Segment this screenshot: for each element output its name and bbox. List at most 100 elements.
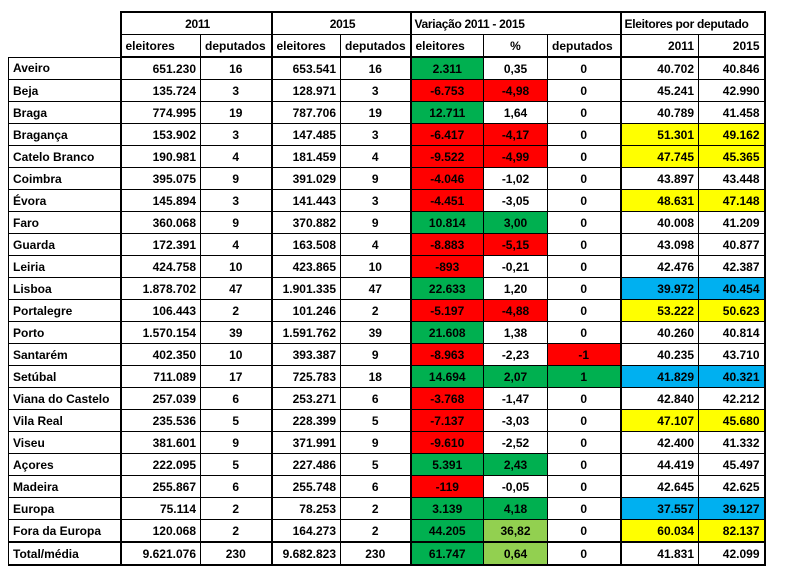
cell: 2: [200, 497, 272, 520]
cell: 42.840: [619, 387, 699, 410]
table-row: Europa 75.114 2 78.253 2 3.139 4,18 0 37.557 39.1…: [8, 497, 766, 520]
cell: 0: [547, 497, 621, 520]
cell: -8.883: [409, 233, 484, 256]
cell: -6.417: [409, 123, 484, 146]
cell: 44.205: [409, 519, 484, 543]
cell: 40.454: [698, 277, 766, 300]
cell: 47: [340, 277, 411, 300]
cell: 43.897: [619, 167, 699, 190]
row-label: Porto: [8, 321, 121, 344]
cell: 42.400: [619, 431, 699, 454]
cell: 18: [340, 365, 411, 388]
cell: 40.789: [619, 101, 699, 124]
row-label: Portalegre: [8, 299, 121, 322]
cell: -5,15: [483, 233, 548, 256]
cell: 4: [340, 233, 411, 256]
cell: 2.311: [409, 56, 484, 80]
cell: 423.865: [270, 255, 341, 278]
cell: 16: [200, 56, 272, 80]
cell: 0: [547, 145, 621, 168]
cell: 0: [547, 519, 621, 543]
cell: 725.783: [270, 365, 341, 388]
cell: 711.089: [119, 365, 201, 388]
cell: 75.114: [119, 497, 201, 520]
cell: 41.332: [698, 431, 766, 454]
table-body: Aveiro 651.230 16 653.541 16 2.311 0,35 0 40.702…: [8, 56, 766, 566]
cell: 40.321: [698, 365, 766, 388]
cell: 78.253: [270, 497, 341, 520]
column-header: 2015: [698, 34, 766, 58]
cell: 40.846: [698, 56, 766, 80]
cell: -2,52: [483, 431, 548, 454]
cell: 370.882: [270, 211, 341, 234]
row-label: Aveiro: [8, 56, 121, 80]
group-header-row: 2011 2015 Variação 2011 - 2015 Eleitores po…: [8, 11, 766, 35]
cell: 10: [200, 255, 272, 278]
cell: 39.972: [619, 277, 699, 300]
cell: 1.591.762: [270, 321, 341, 344]
column-header: eleitores: [119, 34, 201, 58]
cell: 37.557: [619, 497, 699, 520]
cell: 9.621.076: [119, 541, 201, 566]
cell: 0,64: [483, 541, 548, 566]
cell: 51.301: [619, 123, 699, 146]
cell: 0: [547, 541, 621, 566]
cell: 3: [200, 123, 272, 146]
row-label: Guarda: [8, 233, 121, 256]
cell: 1.878.702: [119, 277, 201, 300]
cell: 44.419: [619, 453, 699, 476]
cell: 47.148: [698, 189, 766, 212]
cell: 42.476: [619, 255, 699, 278]
cell: 42.990: [698, 79, 766, 102]
cell: 40.814: [698, 321, 766, 344]
row-label: Viana do Castelo: [8, 387, 121, 410]
cell: 255.748: [270, 475, 341, 498]
cell: -4,17: [483, 123, 548, 146]
cell: 5: [340, 409, 411, 432]
cell: 19: [340, 101, 411, 124]
cell: 653.541: [270, 56, 341, 80]
cell: 39: [200, 321, 272, 344]
cell: 9: [340, 431, 411, 454]
cell: 1,20: [483, 277, 548, 300]
cell: 43.710: [698, 343, 766, 366]
cell: 36,82: [483, 519, 548, 543]
cell: 128.971: [270, 79, 341, 102]
row-label: Total/média: [8, 541, 121, 566]
cell: 4: [340, 145, 411, 168]
cell: 2: [340, 299, 411, 322]
cell: 0: [547, 277, 621, 300]
cell: -4,88: [483, 299, 548, 322]
cell: 42.212: [698, 387, 766, 410]
table-row: Madeira 255.867 6 255.748 6 -119 -0,05 0 42.645 4…: [8, 475, 766, 498]
table-header: 2011 2015 Variação 2011 - 2015 Eleitores po…: [8, 11, 766, 58]
table-row: Braga 774.995 19 787.706 19 12.711 1,64 0 40.789…: [8, 101, 766, 124]
cell: 40.008: [619, 211, 699, 234]
cell: 47: [200, 277, 272, 300]
cell: 16: [340, 56, 411, 80]
cell: 41.209: [698, 211, 766, 234]
cell: 6: [340, 387, 411, 410]
cell: 3: [200, 189, 272, 212]
cell: 48.631: [619, 189, 699, 212]
cell: 106.443: [119, 299, 201, 322]
cell: 3: [200, 79, 272, 102]
table-row: Guarda 172.391 4 163.508 4 -8.883 -5,15 0 43.098…: [8, 233, 766, 256]
cell: 9: [200, 431, 272, 454]
cell: -9.522: [409, 145, 484, 168]
cell: 53.222: [619, 299, 699, 322]
row-label: Coimbra: [8, 167, 121, 190]
cell: 257.039: [119, 387, 201, 410]
cell: 145.894: [119, 189, 201, 212]
cell: -893: [409, 255, 484, 278]
cell: 9: [340, 167, 411, 190]
table-row: Coimbra 395.075 9 391.029 9 -4.046 -1,02 0 43.89…: [8, 167, 766, 190]
cell: 381.601: [119, 431, 201, 454]
cell: 4: [200, 145, 272, 168]
cell: -3,03: [483, 409, 548, 432]
cell: 60.034: [619, 519, 699, 543]
row-label: Santarém: [8, 343, 121, 366]
cell: -4.046: [409, 167, 484, 190]
cell: 0: [547, 123, 621, 146]
cell: -119: [409, 475, 484, 498]
